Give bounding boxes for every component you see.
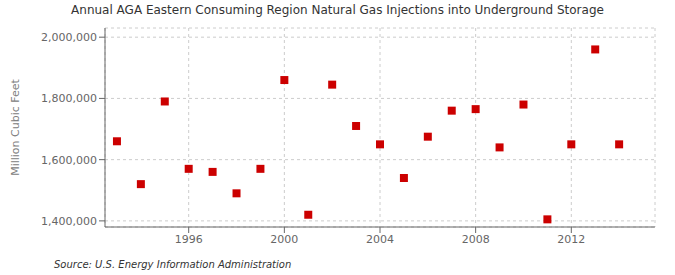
svg-text:1,600,000: 1,600,000 xyxy=(41,154,97,167)
html-text:Annual AGA Eastern Consuming R: Annual AGA Eastern Consuming Region Natu… xyxy=(71,3,604,17)
svg-text:2000: 2000 xyxy=(270,233,298,246)
svg-text:2004: 2004 xyxy=(366,233,394,246)
svg-text:2012: 2012 xyxy=(557,233,585,246)
svg-text:1996: 1996 xyxy=(175,233,203,246)
svg-text:1,800,000: 1,800,000 xyxy=(41,92,97,105)
html-text:Source: U.S. Energy Informatio: Source: U.S. Energy Information Administ… xyxy=(54,259,292,270)
svg-text:2008: 2008 xyxy=(462,233,490,246)
svg-text:1,400,000: 1,400,000 xyxy=(41,215,97,228)
svg-text:Million Cubic Feet: Million Cubic Feet xyxy=(9,78,22,175)
svg-text:2,000,000: 2,000,000 xyxy=(41,31,97,44)
